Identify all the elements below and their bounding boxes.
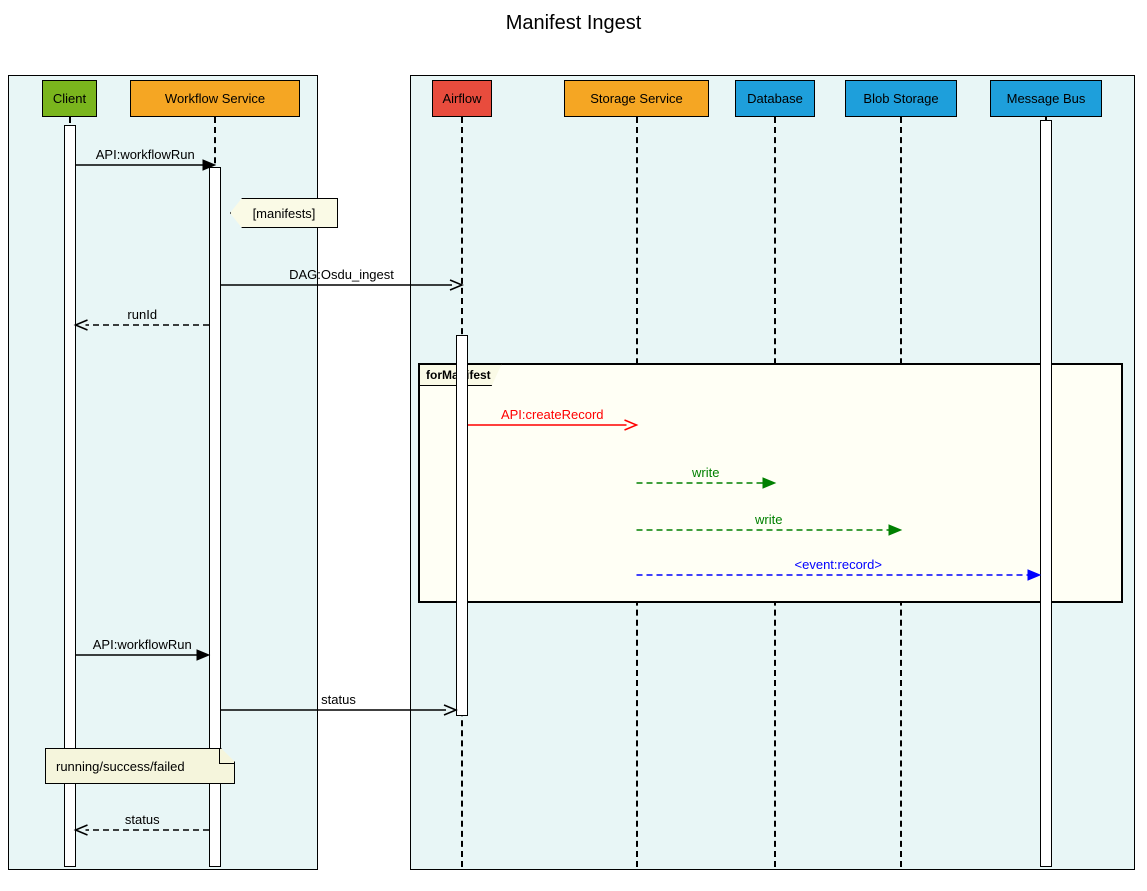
participant-client: Client xyxy=(42,80,97,117)
participant-workflow: Workflow Service xyxy=(130,80,300,117)
message-label-4: write xyxy=(606,465,806,480)
activation-airflow xyxy=(456,335,468,716)
participant-blob: Blob Storage xyxy=(845,80,957,117)
note-status: running/success/failed xyxy=(45,748,235,784)
participant-database: Database xyxy=(735,80,815,117)
participant-storage: Storage Service xyxy=(564,80,709,117)
message-label-2: runId xyxy=(42,307,242,322)
message-label-9: status xyxy=(42,812,242,827)
message-label-3: API:createRecord xyxy=(452,407,652,422)
activation-bus xyxy=(1040,120,1052,867)
message-label-6: <event:record> xyxy=(738,557,938,572)
diagram-title: Manifest Ingest xyxy=(0,12,1147,35)
participant-bus: Message Bus xyxy=(990,80,1102,117)
participant-airflow: Airflow xyxy=(432,80,492,117)
note-status-text: running/success/failed xyxy=(56,759,185,774)
message-label-5: write xyxy=(669,512,869,527)
message-label-8: status xyxy=(239,692,439,707)
message-label-7: API:workflowRun xyxy=(42,637,242,652)
message-label-0: API:workflowRun xyxy=(45,147,245,162)
note-manifests-text: [manifests] xyxy=(253,206,316,221)
message-label-1: DAG:Osdu_ingest xyxy=(242,267,442,282)
note-manifests: [manifests] xyxy=(230,198,338,228)
